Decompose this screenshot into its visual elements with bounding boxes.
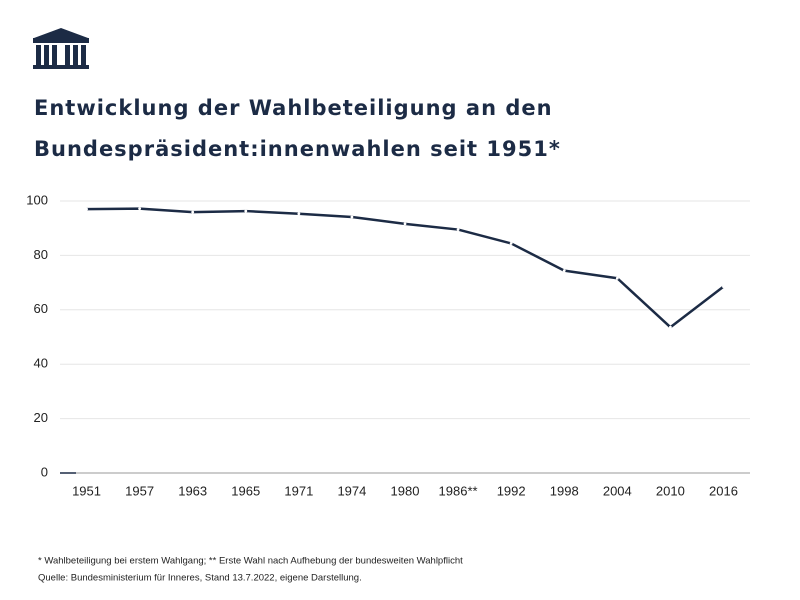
- x-tick-label: 1957: [125, 483, 154, 498]
- y-tick-label: 60: [34, 301, 48, 316]
- source-note: Quelle: Bundesministerium für Inneres, S…: [38, 573, 362, 584]
- data-point: [722, 285, 725, 289]
- chart-title: Bundespräsident:innenwahlen seit 1951*: [34, 137, 561, 161]
- data-point: [85, 207, 88, 211]
- x-tick-label: 2004: [603, 483, 632, 498]
- data-point: [403, 222, 407, 226]
- logo: [33, 28, 89, 69]
- data-point: [138, 207, 142, 211]
- x-tick-label: 1965: [231, 483, 260, 498]
- y-tick-label: 100: [26, 192, 48, 207]
- data-point: [615, 276, 619, 280]
- x-tick-label: 1974: [337, 483, 366, 498]
- x-tick-label: 1963: [178, 483, 207, 498]
- data-point: [456, 228, 460, 231]
- chart-title: Entwicklung der Wahlbeteiligung an den: [34, 96, 553, 120]
- x-tick-label: 1992: [497, 483, 526, 498]
- x-tick-label: 1986**: [439, 483, 478, 498]
- y-tick-label: 80: [34, 247, 48, 262]
- x-tick-label: 1951: [72, 483, 101, 498]
- y-tick-label: 0: [41, 464, 48, 479]
- data-point: [191, 210, 195, 214]
- x-tick-label: 1980: [391, 483, 420, 498]
- footnote: * Wahlbeteiligung bei erstem Wahlgang; *…: [38, 556, 463, 567]
- data-point: [244, 209, 248, 213]
- y-tick-label: 20: [34, 410, 48, 425]
- y-tick-label: 40: [34, 356, 48, 371]
- data-point: [562, 269, 566, 273]
- x-tick-label: 2010: [656, 483, 685, 498]
- data-point: [297, 212, 301, 216]
- data-point: [350, 215, 354, 219]
- x-tick-label: 1971: [284, 483, 313, 498]
- data-point: [509, 242, 513, 245]
- data-point: [668, 325, 672, 329]
- x-tick-label: 1998: [550, 483, 579, 498]
- x-tick-label: 2016: [709, 483, 738, 498]
